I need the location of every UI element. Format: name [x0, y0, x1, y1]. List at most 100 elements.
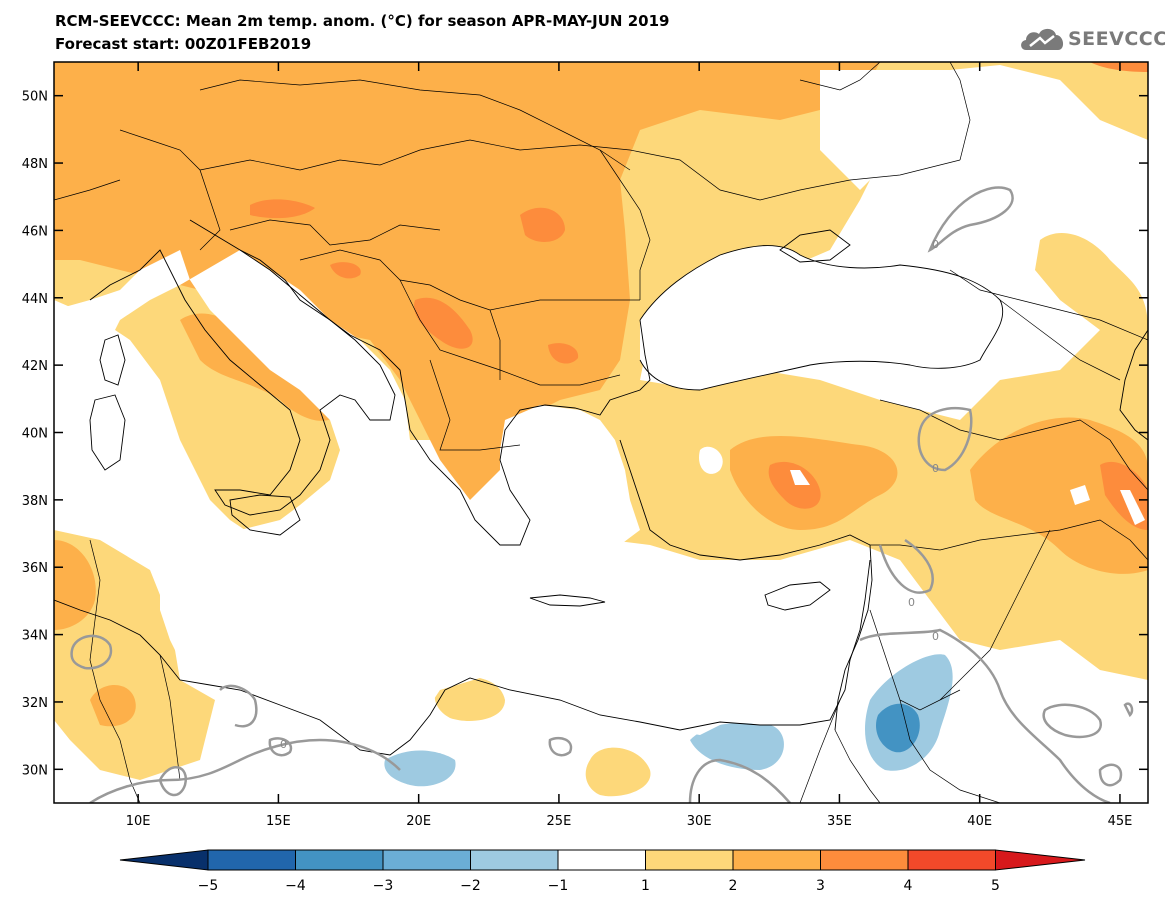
- sea-mask-aegean: [500, 405, 640, 550]
- anomaly-field: [54, 62, 1148, 803]
- y-tick-label: 40N: [22, 427, 48, 442]
- near-zero-region: [790, 470, 810, 485]
- coastline-black-sea: [639, 245, 1004, 391]
- x-tick-label: 20E: [406, 814, 431, 829]
- y-tick-label: 38N: [22, 494, 48, 509]
- colorbar-label: −1: [548, 878, 569, 894]
- anomaly-region-3-4: [414, 297, 473, 349]
- anomaly-region-2-3: [54, 62, 880, 500]
- x-tick-label: 10E: [126, 814, 151, 829]
- anomaly-region-2-3: [54, 540, 96, 630]
- anomaly-region-3-4: [548, 343, 579, 364]
- colorbar-label: −2: [460, 878, 481, 894]
- y-tick-label: 48N: [22, 157, 48, 172]
- zero-contour-line: [1123, 702, 1134, 718]
- anomaly-region-1-2: [1035, 232, 1148, 330]
- title-line-1: RCM-SEEVCCC: Mean 2m temp. anom. (°C) fo…: [55, 12, 670, 30]
- coastline-turkey-south: [619, 439, 871, 561]
- x-tick-label: 35E: [827, 814, 852, 829]
- contour-label: 0: [932, 462, 939, 475]
- anomaly-region-3-4: [520, 207, 565, 242]
- x-axis: 10E 15E 20E 25E 30E 35E 40E 45E: [126, 62, 1133, 829]
- zero-contour-line: [688, 758, 791, 803]
- coastline-crimea: [779, 229, 851, 263]
- colorbar-arrow-low: [119, 849, 209, 871]
- anomaly-region-2-3: [90, 685, 136, 727]
- colorbar-segment: [470, 849, 559, 871]
- y-tick-label: 34N: [22, 629, 48, 644]
- zero-contour-line: [70, 634, 113, 670]
- colorbar-segment: [907, 849, 996, 871]
- y-tick-label: 36N: [22, 561, 48, 576]
- anomaly-region-3-4: [330, 262, 361, 279]
- colorbar-label: −3: [373, 878, 394, 894]
- y-tick-label: 32N: [22, 696, 48, 711]
- y-tick-label: 50N: [22, 90, 48, 105]
- colorbar-segment: [557, 849, 646, 871]
- zero-contour-line: [268, 737, 293, 757]
- x-tick-label: 30E: [687, 814, 712, 829]
- y-axis: 30N 32N 34N 36N 38N 40N 42N 44N 46N 48N 50N: [22, 90, 1148, 778]
- colorbar-segment: [732, 849, 821, 871]
- anomaly-region-3-4: [768, 461, 821, 509]
- anomaly-region-minus1-minus2: [384, 750, 456, 787]
- coastline-corsica: [99, 334, 126, 386]
- colorbar-segment: [645, 849, 734, 871]
- contour-label: 0: [908, 596, 915, 609]
- zero-contour-line: [1098, 763, 1123, 787]
- coastline-italy: [89, 219, 396, 516]
- cloud-icon: [1021, 28, 1064, 50]
- seevccc-logo: SEEVCCC: [1018, 24, 1165, 54]
- x-tick-label: 25E: [547, 814, 572, 829]
- colorbar-label: −4: [285, 878, 306, 894]
- coastline-levant: [834, 544, 873, 731]
- coastline-crete: [529, 594, 606, 607]
- sea-mask-western-med: [54, 320, 170, 540]
- y-tick-label: 46N: [22, 224, 48, 239]
- colorbar-arrow-high: [995, 849, 1086, 871]
- colorbar: −5 −4 −3 −2 −1 1 2 3 4 5: [119, 849, 1086, 894]
- contour-label: 0: [932, 630, 939, 643]
- colorbar-label: −5: [198, 878, 219, 894]
- near-zero-region: [1120, 490, 1145, 525]
- coastline-caspian: [1119, 329, 1148, 441]
- anomaly-region-minus2-minus3: [875, 703, 920, 753]
- y-tick-label: 44N: [22, 292, 48, 307]
- near-zero-region: [1070, 485, 1090, 505]
- contour-labels: 0 0 0 0 0: [280, 238, 939, 751]
- coastline-sicily: [229, 494, 301, 536]
- anomaly-region-1-2: [434, 676, 505, 721]
- coastline-north-africa: [54, 559, 871, 756]
- colorbar-segment: [207, 849, 296, 871]
- sea-mask-adriatic-ionian-mediterranean: [54, 250, 860, 755]
- y-tick-label: 30N: [22, 763, 48, 778]
- contour-label: 0: [932, 238, 939, 251]
- contour-label: 0: [280, 738, 287, 751]
- colorbar-label: 2: [729, 878, 738, 894]
- zero-contour-line: [158, 766, 188, 797]
- colorbar-segment: [382, 849, 471, 871]
- coastline-cyprus: [764, 581, 831, 611]
- colorbar-segment: [820, 849, 909, 871]
- near-zero-region: [820, 70, 950, 190]
- zero-contour-line: [219, 684, 258, 728]
- zero-contours: [70, 186, 1134, 803]
- x-tick-label: 45E: [1108, 814, 1133, 829]
- zero-contour-line: [1042, 703, 1102, 739]
- zero-contour-line: [878, 538, 934, 594]
- colorbar-label: 1: [641, 878, 650, 894]
- x-tick-label: 40E: [967, 814, 992, 829]
- zero-contour-line: [859, 628, 1111, 803]
- zero-contour-line: [548, 736, 573, 757]
- title-line-2: Forecast start: 00Z01FEB2019: [55, 35, 312, 53]
- x-tick-label: 15E: [266, 814, 291, 829]
- colorbar-label: 4: [904, 878, 913, 894]
- anomaly-region-3-4: [250, 199, 315, 219]
- near-zero-region: [699, 446, 723, 474]
- anomaly-region-2-3: [180, 313, 340, 421]
- y-tick-label: 42N: [22, 359, 48, 374]
- anomaly-region-minus1-minus2: [690, 723, 784, 770]
- colorbar-segment: [295, 849, 384, 871]
- anomaly-region-2-3: [970, 417, 1148, 574]
